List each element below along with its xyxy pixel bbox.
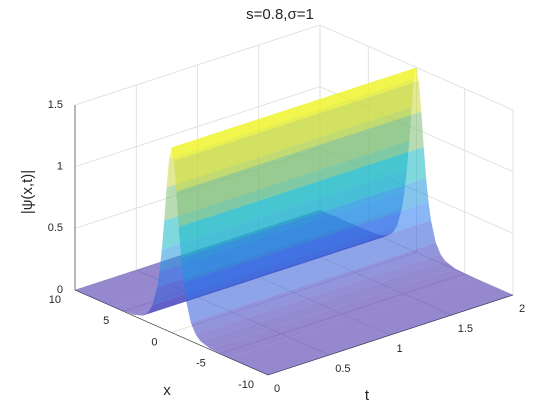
z-tick-label: 0.5 [48,222,63,234]
surface-patch [303,178,429,243]
surface-patch [183,242,309,301]
surface-patch [178,187,304,259]
x-axis-label: t [365,387,370,404]
chart-title: s=0.8,σ=1 [246,6,314,23]
y-tick-label: 0 [151,336,157,348]
surface-patch [351,278,513,335]
grid-line [74,24,321,106]
surface-patch [229,318,391,375]
x-tick-label: 1.5 [458,323,473,335]
surface-patch [210,308,352,358]
x-tick-label: 0.5 [335,363,350,375]
surface-patch [313,242,441,295]
z-tick-label: 1.5 [48,99,63,111]
y-axis-label: x [163,382,171,399]
z-tick-label: 1 [57,161,63,173]
z-axis-label: |ψ(x,t)| [19,170,36,214]
surface-patch [296,80,422,152]
surface-patch [301,147,427,219]
surface-patch [200,301,333,349]
x-tick-label: 2 [519,303,525,315]
surface-patch [322,261,456,309]
surface-patch [171,107,297,161]
y-tick-label: -5 [196,358,206,370]
surface-patch [308,220,436,283]
grid-line [74,86,321,168]
z-tick-label: 0 [57,284,63,296]
surface-patch [306,202,431,261]
y-tick-label: 5 [103,315,109,327]
surface-patch [176,151,302,228]
x-tick-label: 1 [397,343,403,355]
surface-patch [332,268,475,318]
surface-patch [318,254,446,302]
surface-patch [173,120,299,192]
y-tick-label: -10 [238,379,254,391]
x-tick-label: 0 [274,383,280,395]
surface-patch [294,67,419,121]
surface-patch [181,218,307,283]
surface-patch [185,260,314,323]
surface-patch [298,111,424,188]
surface-patch [190,282,319,335]
surface-patch [195,294,323,342]
y-tick-label: 10 [49,294,61,306]
